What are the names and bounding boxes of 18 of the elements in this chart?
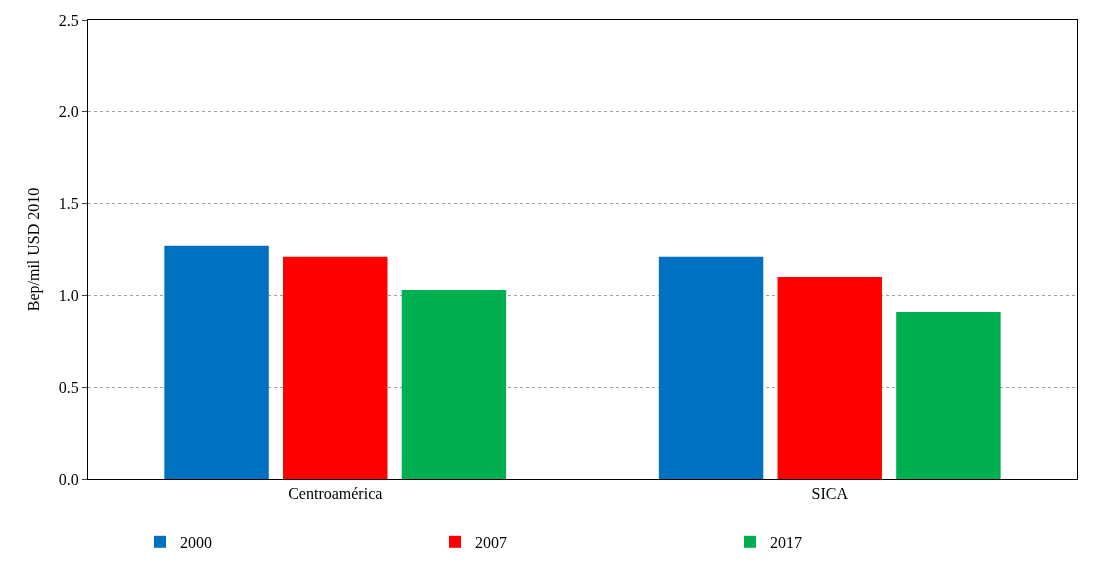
y-tick-label: 2.5	[58, 11, 79, 29]
y-axis-title: Bep/mil USD 2010	[24, 187, 43, 312]
bar	[896, 311, 1001, 479]
bar	[164, 245, 269, 479]
y-tick-label: 0.0	[58, 470, 79, 488]
bar	[283, 256, 388, 479]
bar	[777, 277, 882, 479]
legend-label: 2007	[475, 534, 507, 552]
y-tick-label: 0.5	[58, 378, 79, 396]
legend-label: 2000	[180, 534, 212, 552]
y-tick-label: 1.5	[58, 195, 79, 213]
y-tick-label: 2.0	[58, 103, 79, 121]
legend-label: 2017	[770, 534, 802, 552]
x-tick-label: SICA	[811, 485, 849, 503]
bar	[658, 256, 764, 479]
bar	[401, 289, 507, 479]
x-tick-label: Centroamérica	[288, 485, 383, 503]
y-tick-label: 1.0	[58, 287, 79, 304]
